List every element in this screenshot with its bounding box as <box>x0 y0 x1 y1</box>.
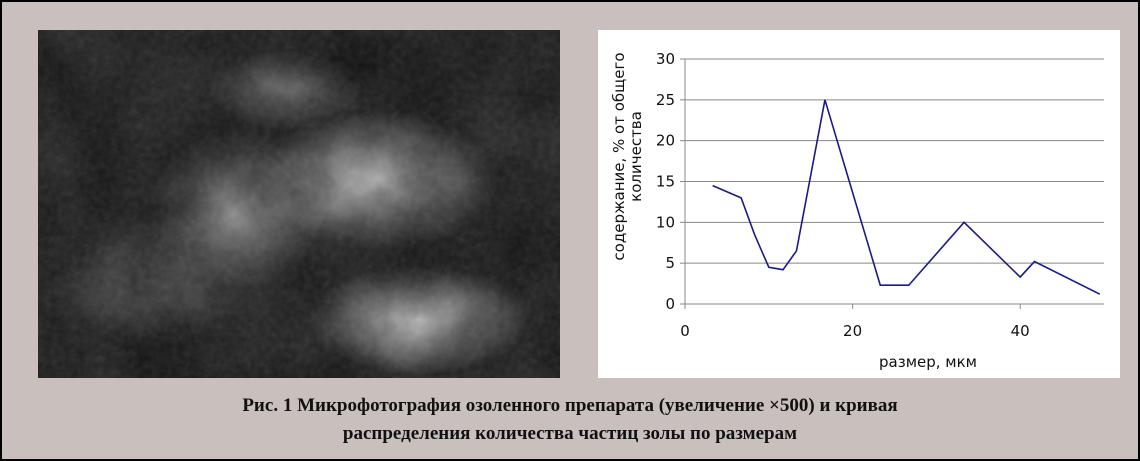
y-tick-label: 0 <box>665 295 675 313</box>
y-tick-label: 15 <box>656 173 675 191</box>
micrograph <box>38 30 560 378</box>
y-tick-label: 20 <box>656 132 675 150</box>
line <box>713 100 1100 294</box>
figure: 0 5 10 15 20 25 30 0 20 40 размер, мкм содержание, … <box>0 0 1140 461</box>
y-axis-label-line: содержание, % от общего <box>610 52 628 260</box>
x-tick-label: 0 <box>680 322 690 340</box>
chart: 0 5 10 15 20 25 30 0 20 40 размер, мкм содержание, … <box>598 30 1120 378</box>
y-axis-label-line: количества <box>627 111 645 202</box>
caption-line: распределения количества частиц золы по … <box>2 420 1138 448</box>
y-tick-label: 30 <box>656 50 675 68</box>
x-tick-label: 20 <box>843 322 862 340</box>
y-tick-label: 25 <box>656 91 675 109</box>
x-axis-label: размер, мкм <box>879 353 977 371</box>
y-axis-label: содержание, % от общегоколичества <box>610 52 645 260</box>
y-tick-label: 5 <box>665 254 675 272</box>
y-tick-label: 10 <box>656 213 675 231</box>
x-tick-label: 40 <box>1011 322 1030 340</box>
caption-line: Рис. 1 Микрофотография озоленного препар… <box>2 392 1138 420</box>
caption: Рис. 1 Микрофотография озоленного препар… <box>2 392 1138 448</box>
